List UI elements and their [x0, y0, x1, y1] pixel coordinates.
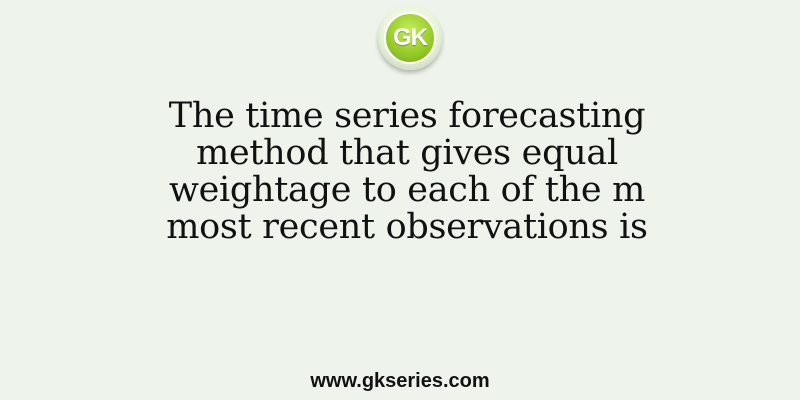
gk-logo: GK	[378, 6, 442, 70]
question-text: The time series forecasting method that …	[0, 98, 800, 246]
website-url: www.gkseries.com	[310, 370, 490, 392]
question-line: weightage to each of the m	[168, 170, 646, 210]
question-line: method that gives equal	[196, 133, 618, 173]
gk-logo-text: GK	[384, 12, 436, 64]
question-line: most recent observations is	[166, 207, 648, 247]
question-line: The time series forecasting	[168, 96, 646, 136]
